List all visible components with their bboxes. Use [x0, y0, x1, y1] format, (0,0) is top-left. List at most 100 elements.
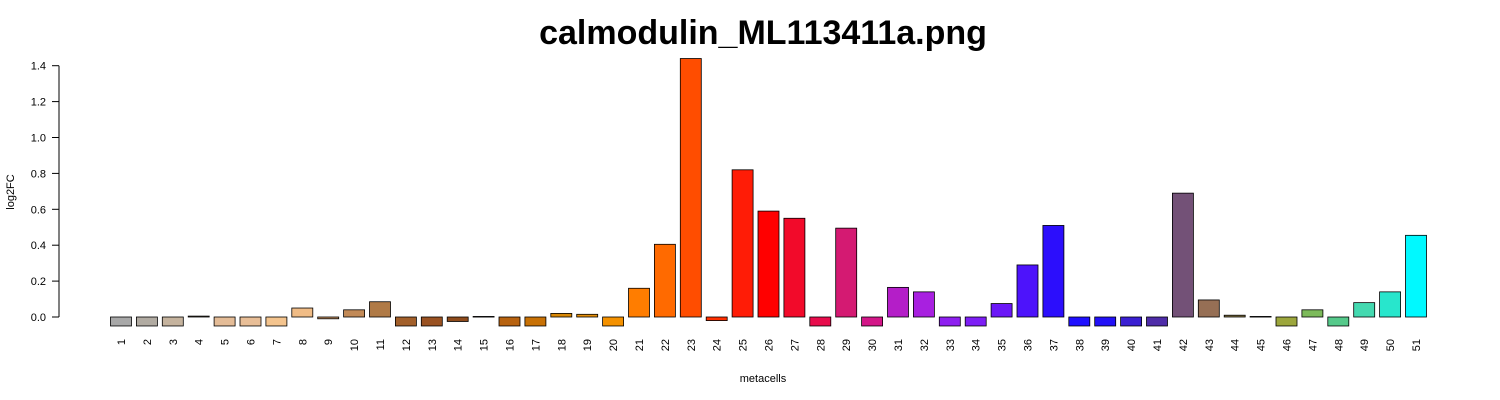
y-tick-label: 0.0: [31, 312, 46, 324]
x-tick-label: 20: [608, 339, 620, 351]
bar-25: [731, 169, 754, 318]
bar-44: [1223, 314, 1246, 318]
y-tick-label: 1.2: [31, 97, 46, 109]
x-tick-label: 3: [168, 339, 180, 345]
bar-36: [1016, 264, 1039, 318]
y-axis-label: log2FC: [5, 174, 17, 210]
x-tick-label: 33: [945, 339, 957, 351]
x-tick-label: 37: [1048, 339, 1060, 351]
bar-29: [835, 227, 858, 318]
x-tick-label: 48: [1333, 339, 1345, 351]
bar-39: [1094, 316, 1117, 327]
x-tick-label: 25: [738, 339, 750, 351]
bar-33: [938, 316, 961, 327]
bar-1: [110, 316, 132, 327]
x-tick-label: 42: [1178, 339, 1190, 351]
bars-group: [110, 58, 1427, 327]
bar-7: [265, 316, 288, 327]
bar-40: [1120, 316, 1142, 327]
y-tick-label: 0.6: [31, 204, 46, 216]
x-tick-label: 24: [712, 339, 724, 351]
bar-45: [1249, 316, 1272, 318]
y-tick-label: 0.2: [31, 276, 46, 288]
bar-32: [913, 291, 935, 318]
x-tick-label: 22: [660, 339, 672, 351]
y-tick-label: 1.0: [31, 133, 46, 145]
x-tick-label: 27: [789, 339, 801, 351]
x-tick-label: 16: [505, 339, 517, 351]
x-tick-label: 19: [582, 339, 594, 351]
x-tick-label: 51: [1411, 339, 1423, 351]
bar-30: [861, 316, 883, 327]
x-tick-label: 15: [479, 339, 491, 351]
x-tick-label: 30: [867, 339, 879, 351]
x-tick-label: 43: [1204, 339, 1216, 351]
x-tick-labels: 1 2 3 4 5 6 7 8 9 10 11 12 13 14 15 16 17 18 19 20 21 22 23 24 2…: [116, 339, 1423, 351]
bar-9: [317, 316, 340, 320]
y-tick-label: 1.4: [31, 61, 46, 73]
bar-8: [291, 307, 314, 318]
bar-24: [705, 316, 728, 321]
bar-20: [602, 316, 624, 327]
x-tick-label: 4: [194, 339, 206, 345]
bar-13: [420, 316, 443, 327]
y-axis: 0.0 0.2 0.4 0.6 0.8 1.0 1.2 1.4: [31, 61, 60, 324]
x-tick-label: 5: [220, 339, 232, 345]
bar-48: [1327, 316, 1350, 327]
x-tick-label: 26: [764, 339, 776, 351]
bar-22: [654, 243, 676, 318]
bar-23: [679, 58, 702, 318]
x-tick-label: 36: [1023, 339, 1035, 351]
bar-5: [213, 316, 236, 327]
x-tick-label: 11: [375, 339, 387, 350]
chart-title: calmodulin_ML113411a.png: [539, 14, 987, 52]
x-tick-label: 44: [1230, 339, 1242, 351]
bar-11: [369, 301, 391, 318]
bar-12: [394, 316, 417, 327]
x-tick-label: 40: [1126, 339, 1138, 351]
bar-27: [783, 217, 806, 318]
x-tick-label: 1: [116, 339, 128, 345]
x-axis-label: metacells: [740, 373, 787, 385]
x-tick-label: 8: [297, 339, 309, 345]
bar-37: [1042, 225, 1065, 318]
bar-21: [628, 287, 650, 318]
x-tick-label: 10: [349, 339, 361, 351]
x-tick-label: 41: [1152, 339, 1164, 351]
bar-31: [887, 286, 909, 318]
bar-26: [757, 210, 780, 318]
x-tick-label: 17: [530, 339, 542, 351]
x-tick-label: 9: [323, 339, 335, 345]
x-tick-label: 39: [1100, 339, 1112, 351]
x-tick-label: 47: [1307, 339, 1319, 351]
y-tick-label: 0.4: [31, 240, 46, 252]
bar-17: [524, 316, 547, 327]
x-tick-label: 12: [401, 339, 413, 351]
x-tick-label: 21: [634, 339, 646, 351]
bar-3: [161, 316, 184, 327]
x-tick-label: 2: [142, 339, 154, 345]
bar-43: [1197, 299, 1220, 318]
bar-10: [343, 309, 366, 318]
x-tick-label: 45: [1256, 339, 1268, 351]
x-tick-label: 46: [1282, 339, 1294, 351]
y-tick-label: 0.8: [31, 168, 46, 180]
bar-50: [1379, 291, 1401, 318]
bar-47: [1301, 309, 1324, 318]
bar-35: [990, 303, 1013, 318]
x-tick-label: 34: [971, 339, 983, 351]
bar-19: [576, 313, 599, 318]
x-tick-label: 6: [246, 339, 258, 345]
bar-41: [1146, 316, 1168, 327]
bar-51: [1405, 234, 1427, 318]
bar-34: [964, 316, 987, 327]
bar-2: [135, 316, 158, 327]
bar-28: [809, 316, 832, 327]
x-tick-label: 50: [1385, 339, 1397, 351]
bar-18: [550, 313, 573, 318]
x-tick-label: 49: [1359, 339, 1371, 351]
x-tick-label: 28: [815, 339, 827, 351]
x-tick-label: 7: [271, 339, 283, 345]
bar-15: [472, 316, 495, 318]
